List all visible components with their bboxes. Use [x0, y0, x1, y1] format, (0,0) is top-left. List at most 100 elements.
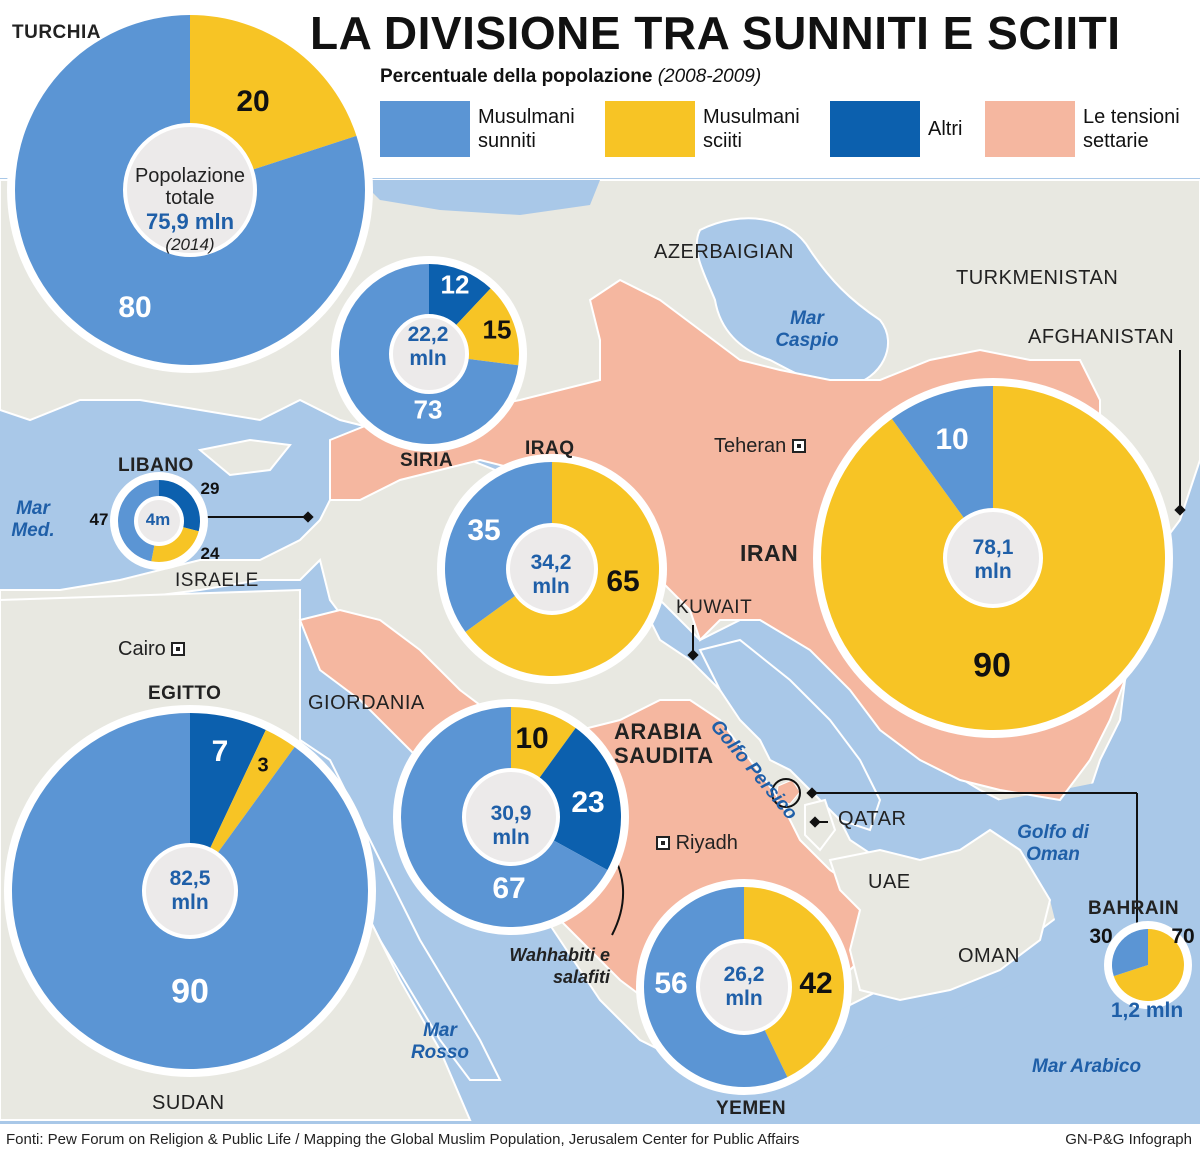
- pie-slice-egitto-other: [190, 713, 266, 850]
- data-label-bahrain-shia: 70: [1171, 925, 1195, 948]
- pie-turchia: [7, 7, 373, 373]
- pie-slice-yemen-sunni: [644, 887, 788, 1087]
- label-turchia: TURCHIA: [12, 22, 101, 43]
- center-yemen-total: 26,2 mln: [723, 963, 765, 1010]
- pie-slice-yemen-shia: [744, 887, 845, 1078]
- pie-slice-egitto-shia: [209, 729, 295, 854]
- center-turchia-label: Popolazione totale: [134, 165, 246, 209]
- data-label-yemen-sunni: 56: [654, 967, 688, 1000]
- center-turchia: Popolazione totale 75,9 mln (2014): [125, 165, 255, 255]
- afghanistan-leader-marker: [1174, 504, 1186, 516]
- pie-iran: [813, 378, 1173, 738]
- pie-center-libano: [134, 496, 184, 546]
- pie-center-siria: [389, 314, 469, 394]
- label-libano: LIBANO: [118, 455, 194, 476]
- legend-other: Altri: [830, 101, 988, 157]
- pie-center-egitto: [142, 843, 238, 939]
- data-label-yemen-shia: 42: [799, 967, 833, 1000]
- label-kuwait: KUWAIT: [676, 597, 753, 618]
- pie-slice-siria-sunni: [339, 264, 519, 444]
- pie-slice-arabia-saudita-other: [538, 728, 621, 870]
- data-label-turchia-sunni: 80: [118, 291, 152, 324]
- label-iraq: IRAQ: [525, 438, 575, 459]
- persian-gulf: [698, 638, 882, 832]
- legend-shia: Musulmani sciiti: [605, 101, 823, 157]
- label-israele: ISRAELE: [175, 570, 259, 591]
- label-turkmenistan: TURKMENISTAN: [956, 267, 1119, 289]
- data-label-egitto-shia: 3: [257, 754, 269, 777]
- pie-slice-iraq-shia: [465, 462, 659, 676]
- legend-tension: Le tensioni settarie: [985, 101, 1193, 157]
- data-label-iran-sunni: 10: [935, 423, 969, 456]
- pie-slice-iran-shia: [821, 386, 1165, 730]
- legend-label-shia: Musulmani sciiti: [703, 106, 800, 152]
- pie-center-turchia: [123, 123, 257, 257]
- label-bahrain: BAHRAIN: [1088, 898, 1180, 919]
- pie-slice-libano-other: [159, 479, 201, 532]
- center-egitto-total: 82,5 mln: [169, 867, 211, 914]
- page-title: LA DIVISIONE TRA SUNNITI E SCIITI: [310, 7, 1121, 59]
- pie-slice-arabia-saudita-shia: [511, 707, 576, 779]
- data-label-arabia-sunni: 67: [492, 872, 526, 905]
- capital-icon: [656, 836, 670, 850]
- label-mar-caspio: Mar Caspio: [775, 308, 839, 351]
- center-turchia-year: (2014): [165, 235, 215, 254]
- legend-swatch-sunni: [380, 101, 470, 157]
- data-label-bahrain-sunni: 30: [1089, 925, 1113, 948]
- pie-center-iraq: [506, 523, 598, 615]
- pie-slice-iran-sunni: [891, 386, 993, 520]
- label-mar-med: Mar Med.: [11, 498, 55, 541]
- label-golfo-di-oman: Golfo di Oman: [1017, 822, 1089, 865]
- label-uae: UAE: [868, 871, 911, 893]
- center-arabia-total: 30,9 mln: [490, 802, 532, 849]
- label-giordania: GIORDANIA: [308, 692, 425, 714]
- libano-leader-marker: [302, 511, 314, 523]
- pie-slice-turchia-shia: [190, 15, 357, 170]
- uae-oman-land: [828, 828, 1052, 1002]
- legend-sunni: Musulmani sunniti: [380, 101, 598, 157]
- center-turchia-total: 75,9 mln: [145, 209, 235, 234]
- legend-swatch-tension: [985, 101, 1075, 157]
- label-sudan: SUDAN: [152, 1092, 225, 1114]
- city-riyadh: Riyadh: [656, 832, 738, 855]
- pie-egitto: [4, 705, 376, 1077]
- annotation-wahhabiti: Wahhabiti e salafiti: [509, 945, 610, 987]
- data-label-arabia-shia: 10: [515, 722, 549, 755]
- legend-swatch-other: [830, 101, 920, 157]
- label-azerbaigian: AZERBAIGIAN: [654, 241, 794, 263]
- footer-credit: GN-P&G Infograph: [1065, 1131, 1192, 1148]
- center-iran-total: 78,1 mln: [972, 536, 1014, 583]
- pie-slice-siria-shia: [455, 288, 520, 366]
- bahrain-total: 1,2 mln: [1110, 999, 1184, 1022]
- legend-swatch-shia: [605, 101, 695, 157]
- subtitle-period: (2008-2009): [657, 66, 762, 87]
- data-label-egitto-sunni: 90: [171, 972, 209, 1011]
- data-label-iraq-sunni: 35: [467, 514, 501, 547]
- label-arabia-saudita: ARABIA SAUDITA: [614, 719, 714, 768]
- data-label-libano-shia: 24: [200, 544, 220, 563]
- arabian-sea: [760, 760, 1200, 1120]
- data-label-turchia-shia: 20: [236, 85, 270, 118]
- pie-libano: [110, 472, 208, 570]
- capital-icon: [171, 642, 186, 656]
- label-iran: IRAN: [740, 540, 799, 566]
- qatar-peninsula: [804, 798, 837, 852]
- pie-slice-turchia-sunni: [14, 15, 366, 365]
- pie-charts: [4, 7, 1192, 1095]
- pie-slice-bahrain-sunni: [1112, 929, 1148, 977]
- pie-slice-egitto-sunni: [12, 713, 369, 1069]
- data-label-libano-other: 29: [200, 479, 220, 498]
- data-label-egitto-other: 7: [211, 735, 229, 768]
- label-siria: SIRIA: [400, 450, 454, 471]
- pie-yemen: [636, 879, 852, 1095]
- label-oman: OMAN: [958, 945, 1020, 967]
- label-afghanistan: AFGHANISTAN: [1028, 326, 1175, 348]
- center-siria-total: 22,2 mln: [407, 323, 449, 370]
- legend-label-sunni: Musulmani sunniti: [478, 106, 575, 152]
- data-label-siria-shia: 15: [482, 314, 512, 345]
- bahrain-leader-marker: [806, 787, 818, 799]
- data-label-libano-sunni: 47: [89, 510, 109, 529]
- city-teheran: Teheran: [714, 435, 806, 458]
